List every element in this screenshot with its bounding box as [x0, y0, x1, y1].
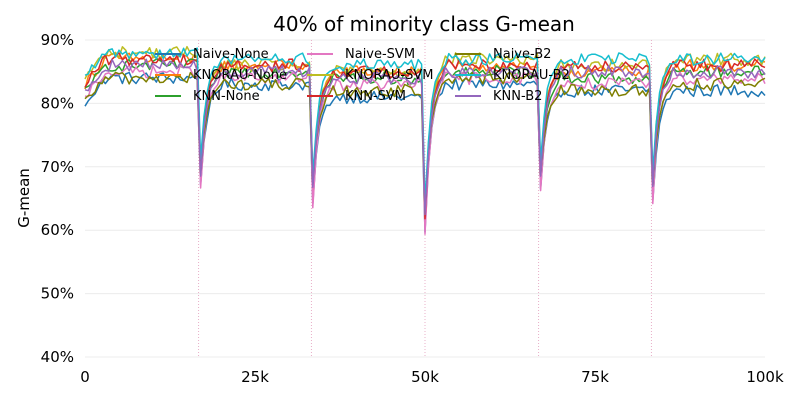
- legend-label: KNN-None: [193, 89, 260, 104]
- y-tick-label: 50%: [41, 285, 74, 303]
- chart-title: 40% of minority class G-mean: [273, 12, 575, 36]
- x-tick-label: 75k: [581, 368, 609, 386]
- legend-label: KNORAU-B2: [493, 68, 570, 83]
- legend-label: KNORAU-None: [193, 68, 287, 83]
- legend-label: Naive-SVM: [345, 47, 415, 62]
- legend-label: KNN-SVM: [345, 89, 406, 104]
- x-tick-label: 100k: [746, 368, 784, 386]
- legend: Naive-None KNORAU-None KNN-None Naive-SVM KN…: [155, 47, 570, 104]
- series-line-knn-b2: [84, 58, 766, 216]
- drift-markers: [198, 40, 652, 357]
- y-tick-label: 90%: [41, 31, 74, 49]
- y-tick-label: 70%: [41, 158, 74, 176]
- x-ticks: 0 25k 50k 75k 100k: [80, 368, 784, 386]
- x-tick-label: 25k: [241, 368, 269, 386]
- y-tick-label: 60%: [41, 221, 74, 239]
- legend-label: KNN-B2: [493, 89, 542, 104]
- y-ticks: 40% 50% 60% 70% 80% 90%: [41, 31, 74, 366]
- y-tick-label: 80%: [41, 94, 74, 112]
- legend-label: Naive-None: [193, 47, 269, 62]
- x-tick-label: 50k: [411, 368, 439, 386]
- legend-label: Naive-B2: [493, 47, 551, 62]
- series-lines: [84, 45, 766, 235]
- x-tick-label: 0: [80, 368, 90, 386]
- y-axis-label: G-mean: [15, 168, 33, 228]
- y-tick-label: 40%: [41, 348, 74, 366]
- legend-label: KNORAU-SVM: [345, 68, 433, 83]
